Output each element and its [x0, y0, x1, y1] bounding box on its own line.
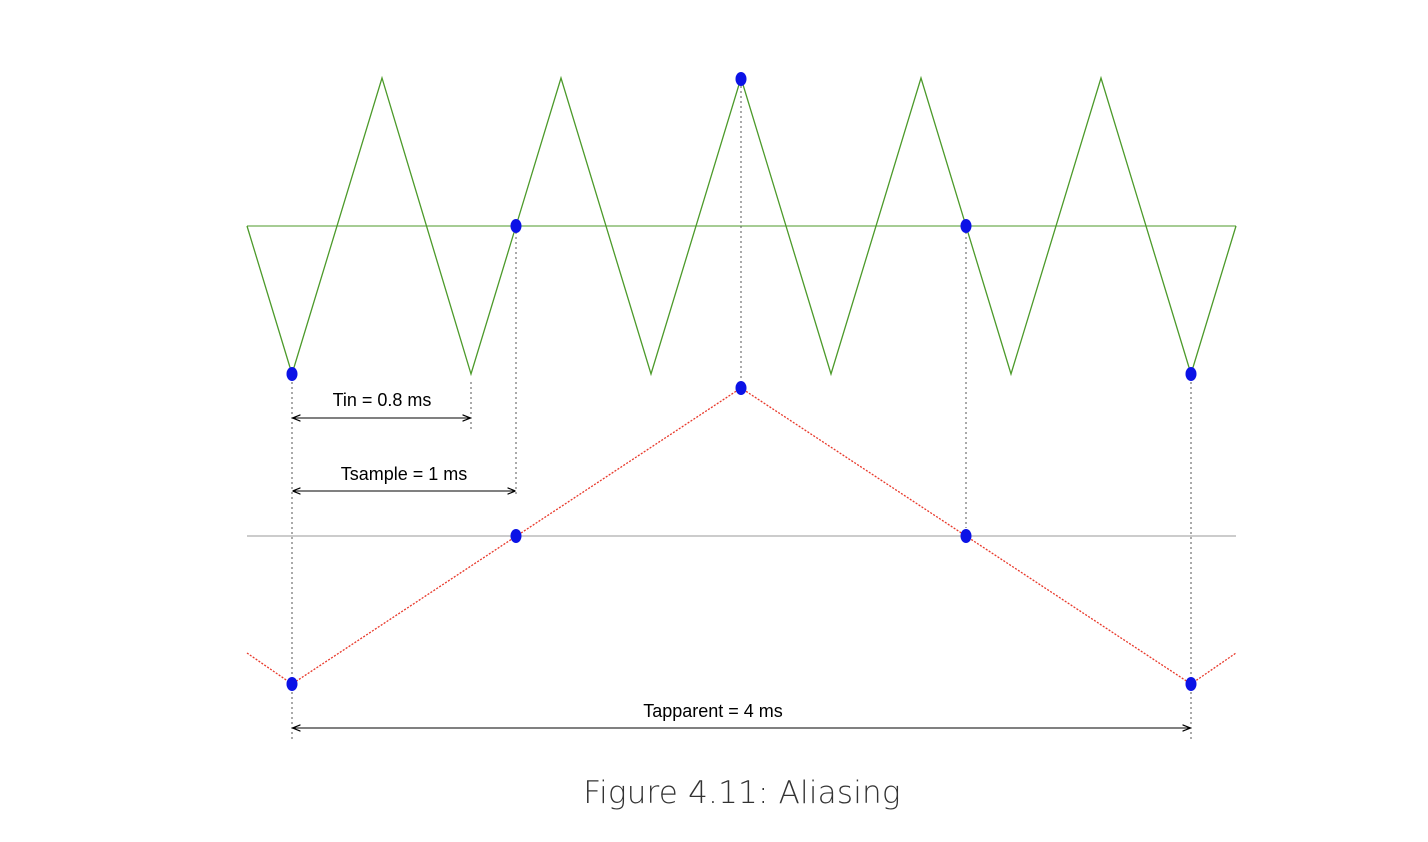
sample-point [735, 381, 747, 395]
dimension-arrows [293, 418, 1190, 728]
sample-point [286, 677, 298, 691]
sample-point [1185, 367, 1197, 381]
tin-label: Tin = 0.8 ms [333, 390, 432, 410]
sample-points [286, 72, 1197, 691]
sample-point [286, 367, 298, 381]
tsample-label: Tsample = 1 ms [341, 464, 468, 484]
sample-guide-lines [291, 86, 1192, 742]
sample-point [1185, 677, 1197, 691]
sample-point [510, 219, 522, 233]
sample-point [735, 72, 747, 86]
sample-point [960, 219, 972, 233]
tapparent-label: Tapparent = 4 ms [643, 701, 783, 721]
sample-point [510, 529, 522, 543]
sample-point [960, 529, 972, 543]
figure-caption: Figure 4.11: Aliasing [583, 775, 901, 811]
